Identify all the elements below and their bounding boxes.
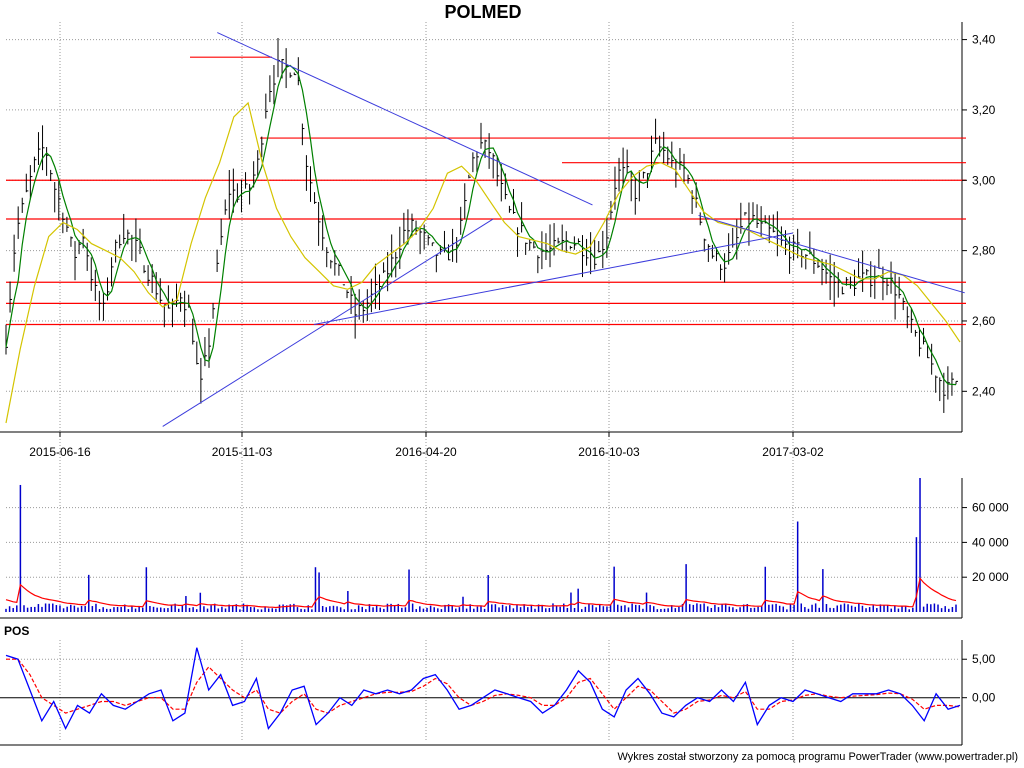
pos-line: [5, 647, 961, 731]
trendline-0: [217, 32, 593, 206]
footer-credit: Wykres został stworzony za pomocą progra…: [617, 751, 1018, 763]
volume-tick-label: 20 000: [972, 570, 1009, 584]
price-tick-label: 3,00: [972, 173, 996, 187]
grid-lines: [6, 22, 960, 740]
date-tick-label: 2016-04-20: [395, 445, 457, 459]
pos-tick-label: 5,00: [972, 652, 996, 666]
trendlines: [162, 32, 965, 427]
date-tick-label: 2015-11-03: [212, 445, 273, 459]
trendline-3: [698, 214, 965, 294]
price-tick-label: 2,60: [972, 314, 996, 328]
price-tick-label: 3,40: [972, 33, 996, 47]
date-tick-label: 2016-10-03: [578, 445, 640, 459]
volume-tick-label: 60 000: [972, 501, 1009, 515]
short-moving-average-line: [5, 64, 957, 386]
pos-indicator-label: POS: [4, 624, 30, 638]
price-panel: [5, 38, 961, 424]
price-tick-label: 2,80: [972, 244, 996, 258]
support-resistance-lines: [6, 56, 966, 326]
trendline-2: [313, 232, 794, 325]
axis-labels: 3,40 3,20 3,00 2,80 2,60 2,40 60 000 40 000 20 0…: [29, 33, 1009, 705]
long-moving-average-line: [5, 101, 961, 424]
volume-tick-label: 40 000: [972, 535, 1009, 549]
pos-tick-label: 0,00: [972, 691, 996, 705]
volume-average-line: [5, 576, 957, 609]
price-tick-label: 2,40: [972, 384, 996, 398]
volume-panel: [5, 478, 957, 612]
date-tick-label: 2015-06-16: [29, 445, 91, 459]
pos-panel: [5, 647, 961, 731]
price-tick-label: 3,20: [972, 103, 996, 117]
chart-title: POLMED: [444, 2, 522, 22]
date-tick-label: 2017-03-02: [762, 445, 824, 459]
pos-signal-line: [6, 658, 961, 714]
trendline-1: [162, 218, 494, 427]
